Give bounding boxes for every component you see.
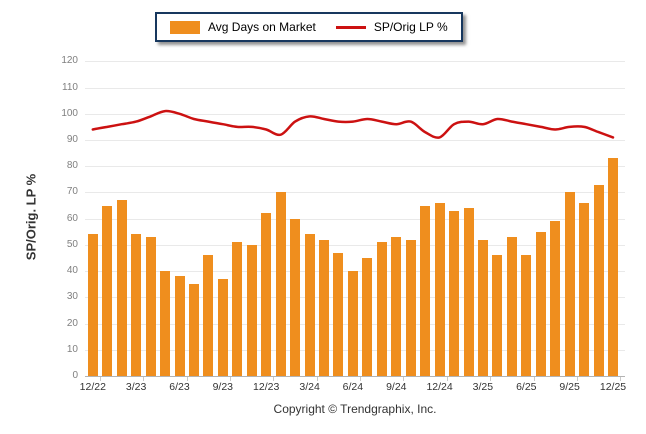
bar: [87, 234, 98, 376]
legend: Avg Days on Market SP/Orig LP %: [155, 12, 463, 42]
axis-tick: [533, 377, 535, 381]
axis-tick: [100, 377, 101, 381]
x-axis-ticks: [85, 377, 625, 382]
bar: [188, 284, 199, 376]
bar: [333, 252, 344, 376]
legend-item-avg-days: Avg Days on Market: [170, 20, 316, 34]
y-axis-tick-label: 20: [66, 317, 78, 329]
y-axis-tick-label: 60: [66, 212, 78, 224]
y-axis-tick-label: 70: [66, 186, 78, 198]
plot-area: [85, 58, 625, 377]
bar: [506, 237, 517, 376]
grid-line: [85, 61, 625, 63]
x-axis-tick-label: 3/23: [125, 381, 147, 393]
x-axis-tick-label: 3/24: [299, 381, 320, 393]
bar: [463, 208, 474, 376]
bar: [347, 271, 358, 376]
bar: [174, 276, 185, 376]
bar: [275, 192, 286, 376]
bar: [160, 271, 170, 376]
trend-line-path: [91, 109, 615, 139]
y-axis-tick-label: 0: [72, 370, 78, 381]
bar: [593, 184, 604, 376]
grid-line: [85, 113, 625, 115]
bar: [535, 231, 546, 376]
axis-tick: [490, 377, 492, 381]
axis-tick: [143, 377, 145, 381]
x-axis-tick-label: 3/25: [472, 381, 494, 393]
bar: [102, 205, 113, 376]
y-axis-tick-label: 30: [66, 291, 78, 303]
x-axis-tick-label: 12/24: [426, 381, 453, 393]
y-axis-tick-label: 90: [66, 134, 78, 145]
bar: [608, 158, 618, 376]
x-axis-tick-label: 12/22: [79, 381, 106, 393]
axis-tick: [186, 377, 188, 381]
bar-series-swatch-icon: [170, 20, 200, 34]
x-axis-tick-label: 9/25: [559, 381, 580, 393]
axis-tick: [230, 377, 231, 381]
bar: [145, 237, 156, 376]
line-series-swatch-icon: [335, 25, 366, 29]
bar: [376, 242, 387, 376]
y-axis-tick-label: 110: [62, 81, 78, 93]
bar: [420, 205, 431, 376]
legend-label-sp-orig-lp: SP/Orig LP %: [373, 20, 448, 34]
axis-tick: [273, 377, 275, 381]
grid-line: [85, 166, 625, 168]
bar: [550, 221, 561, 376]
axis-tick: [446, 377, 448, 381]
grid-line: [85, 192, 625, 194]
bar: [362, 258, 373, 376]
bar: [131, 234, 142, 376]
x-axis-tick-label: 12/23: [253, 381, 280, 393]
bar: [319, 239, 329, 376]
y-axis-tick-label: 80: [66, 160, 78, 172]
bar: [434, 202, 445, 376]
axis-tick: [576, 377, 578, 381]
bar: [116, 200, 127, 376]
grid-line: [85, 218, 625, 220]
legend-item-sp-orig-lp: SP/Orig LP %: [335, 20, 448, 34]
x-axis-tick-label: 9/23: [212, 381, 234, 393]
x-axis-tick-label: 6/24: [342, 381, 364, 393]
bar: [405, 239, 416, 376]
axis-tick: [316, 377, 318, 381]
bar: [290, 218, 301, 376]
bar: [492, 255, 503, 376]
bar: [217, 279, 228, 376]
bar: [246, 244, 257, 376]
bar: [391, 237, 402, 376]
bar: [579, 202, 590, 376]
y-axis-tick-label: 50: [66, 238, 78, 250]
legend-label-avg-days: Avg Days on Market: [208, 20, 316, 34]
bar: [564, 192, 575, 376]
axis-tick: [360, 377, 362, 381]
bar: [304, 234, 315, 376]
bar: [449, 210, 460, 376]
y-axis-tick-label: 40: [66, 265, 78, 277]
grid-line: [85, 87, 625, 89]
grid-line: [85, 244, 625, 246]
axis-tick: [620, 377, 622, 381]
bar: [521, 255, 532, 376]
copyright-text: Copyright © Trendgraphix, Inc.: [273, 402, 437, 416]
y-axis-tick-label: 120: [61, 55, 78, 67]
bar: [261, 213, 272, 376]
trend-line-layer: [91, 109, 615, 139]
x-axis-tick-labels: 12/22 3/23 6/23 9/23 12/23 3/24 6/24 9/24 12/24 3…: [80, 381, 626, 395]
bar: [477, 239, 488, 376]
bar: [232, 242, 243, 376]
x-axis-tick-label: 6/23: [169, 381, 190, 393]
axis-tick: [403, 377, 405, 381]
grid-line: [85, 140, 625, 141]
y-axis-tick-labels: 0 10 20 30 40 50 60 70 80 90 100 110 120: [0, 55, 78, 381]
bar: [203, 255, 214, 376]
y-axis-tick-label: 100: [61, 107, 78, 119]
x-axis-tick-label: 9/24: [386, 381, 407, 393]
x-axis-tick-label: 12/25: [599, 381, 627, 393]
y-axis-tick-label: 10: [66, 343, 78, 355]
x-axis-tick-label: 6/25: [516, 381, 537, 393]
